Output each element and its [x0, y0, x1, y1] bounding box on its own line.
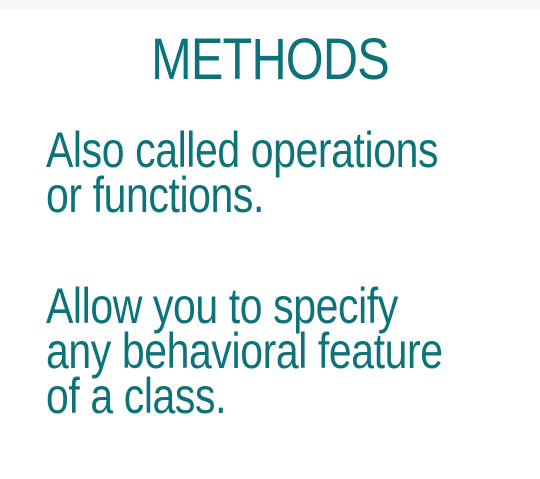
slide-title: METHODS: [151, 27, 390, 92]
paragraph-1-line-1: Also called operations: [46, 122, 439, 178]
paragraph-1-line-2: or functions.: [46, 167, 265, 223]
paragraph-2-line-1: Allow you to specify: [46, 278, 398, 334]
paragraph-2: Allow you to specify any behavioral feat…: [46, 278, 505, 424]
paragraph-2-line-3: of a class.: [46, 368, 227, 424]
top-strip: [0, 0, 540, 10]
paragraph-1: Also called operations or functions.: [46, 122, 505, 223]
paragraph-2-line-2: any behavioral feature: [46, 323, 443, 379]
